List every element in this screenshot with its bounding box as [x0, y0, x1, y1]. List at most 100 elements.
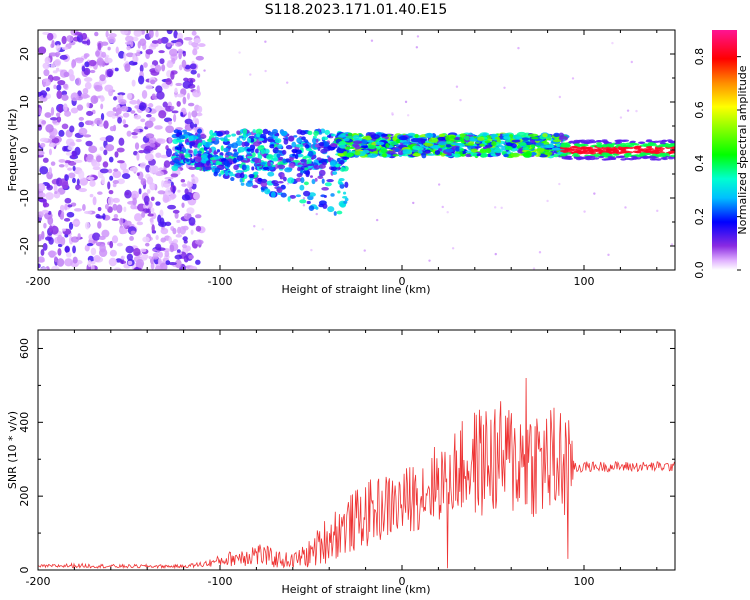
- spectrogram-cell: [125, 52, 135, 58]
- spectrogram-cell: [183, 77, 189, 82]
- spectrogram-cell: [195, 167, 201, 170]
- spectrogram-cell: [175, 132, 180, 138]
- spectrogram-cell: [123, 52, 127, 62]
- spectrogram-cell: [302, 204, 306, 207]
- spectrogram-cell: [159, 262, 168, 270]
- spectrogram-cell: [132, 53, 137, 62]
- spectrogram-cell: [38, 183, 46, 192]
- spectrogram-cell: [50, 161, 56, 166]
- spectrogram-cell: [61, 123, 69, 130]
- spectrogram-ytick-label: -10: [18, 189, 31, 207]
- spectrogram-cell: [53, 184, 58, 192]
- spectrogram-cell: [445, 135, 450, 141]
- spectrogram-cell: [124, 220, 132, 226]
- spectrogram-cell: [233, 164, 239, 171]
- spectrogram-cell: [107, 196, 114, 206]
- spectrogram-cell: [187, 111, 192, 120]
- spectrogram-cell: [83, 134, 92, 138]
- spectrogram-cell: [503, 86, 506, 89]
- spectrogram-cell: [130, 230, 136, 235]
- spectrogram-cell: [339, 145, 347, 149]
- spectrogram-cell: [122, 119, 127, 125]
- spectrogram-cell: [394, 148, 400, 153]
- spectrogram-ytick-label: -20: [18, 237, 31, 255]
- spectrogram-cell: [414, 133, 419, 138]
- spectrogram-cell: [530, 136, 539, 140]
- spectrogram-cell: [177, 189, 181, 193]
- spectrogram-cell: [113, 214, 119, 219]
- spectrogram-cell: [144, 201, 149, 206]
- spectrogram-cell: [650, 142, 657, 145]
- spectrogram-ytick-label: 20: [18, 47, 31, 61]
- spectrogram-cell: [310, 248, 313, 252]
- spectrogram-cell: [81, 65, 86, 72]
- spectrogram-cell: [68, 69, 74, 78]
- spectrogram-cell: [158, 251, 164, 258]
- colorbar-ticks: 0.0 0.2 0.4 0.6 0.8: [693, 48, 741, 279]
- spectrogram-cell: [615, 155, 622, 159]
- spectrogram-cell: [299, 184, 305, 191]
- spectrogram-cell: [138, 75, 145, 85]
- spectrogram-cell: [607, 156, 614, 159]
- spectrogram-cell: [160, 227, 169, 235]
- spectrogram-cell: [493, 206, 497, 209]
- spectrogram-cell: [259, 162, 266, 165]
- spectrogram-cell: [218, 173, 222, 177]
- spectrogram-cell: [161, 64, 166, 72]
- spectrogram-cell: [274, 138, 282, 144]
- spectrogram-cell: [125, 41, 132, 45]
- spectrogram-cell: [628, 157, 635, 161]
- snr-ytick-label: 0: [18, 567, 31, 574]
- spectrogram-cell: [235, 169, 244, 173]
- spectrogram-cell: [133, 30, 143, 37]
- spectrogram-cell: [176, 93, 185, 98]
- spectrogram-cell: [431, 144, 441, 149]
- spectrogram-cell: [146, 189, 151, 194]
- spectrogram-cell: [172, 227, 177, 235]
- spectrogram-cell: [134, 142, 140, 150]
- spectrogram-cell: [159, 217, 165, 226]
- spectrogram-cell: [71, 221, 81, 225]
- spectrogram-cell: [123, 206, 127, 213]
- spectrogram-cell: [412, 153, 422, 157]
- spectrogram-cell: [53, 256, 58, 263]
- spectrogram-cell: [113, 96, 118, 101]
- spectrogram-cell: [601, 152, 608, 155]
- spectrogram-cell: [370, 134, 380, 140]
- spectrogram-cell: [117, 116, 122, 124]
- spectrogram-cell: [130, 40, 134, 48]
- spectrogram-cell: [96, 57, 104, 66]
- spectrogram-cell: [56, 234, 63, 244]
- spectrogram-cell: [84, 210, 93, 215]
- spectrogram-cell: [504, 146, 513, 151]
- spectrogram-cell: [88, 145, 98, 154]
- spectrogram-cell: [177, 226, 181, 235]
- spectrogram-cell: [291, 141, 297, 148]
- spectrogram-cell: [192, 48, 198, 56]
- spectrogram-cell: [344, 181, 349, 188]
- spectrogram-cell: [188, 166, 197, 170]
- spectrogram-cell: [61, 35, 67, 45]
- spectrogram-cell: [175, 234, 183, 238]
- spectrogram-cell: [145, 107, 150, 113]
- spectrogram-cell: [164, 250, 170, 258]
- spectrogram-cell: [330, 166, 337, 171]
- spectrogram-cell: [421, 153, 427, 159]
- spectrogram-cell: [187, 102, 195, 107]
- spectrogram-cell: [251, 166, 255, 171]
- spectrogram-cell: [118, 98, 127, 105]
- spectrogram-cell: [602, 140, 609, 144]
- spectrogram-cell: [519, 142, 527, 146]
- spectrogram-cell: [252, 129, 256, 134]
- spectrogram-cell: [167, 204, 177, 210]
- spectrogram-cell: [118, 137, 125, 146]
- spectrogram-cell: [84, 244, 90, 252]
- spectrogram-cell: [626, 109, 630, 112]
- spectrogram-cell: [194, 156, 202, 163]
- spectrogram-cell: [51, 76, 61, 81]
- spectrogram-cell: [135, 258, 145, 268]
- spectrogram-cell: [144, 242, 150, 247]
- spectrogram-cell: [283, 138, 289, 145]
